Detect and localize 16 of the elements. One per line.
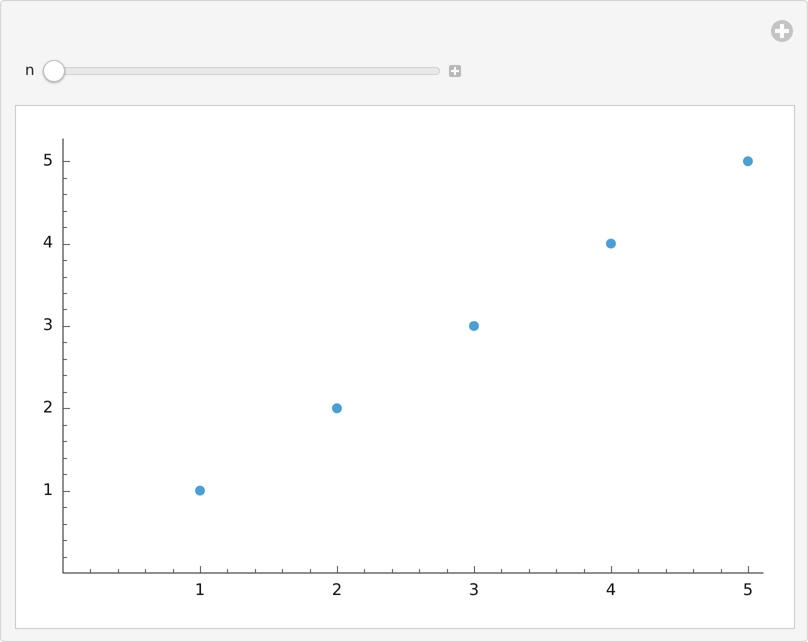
text: n [25,61,35,79]
y-tick-label: 1 [42,480,53,499]
x-tick-label: 3 [468,580,480,599]
point [742,156,753,166]
x-tick-label: 1 [194,580,206,599]
x-tick-label: 5 [742,580,754,599]
y-tick-label: 2 [42,397,53,416]
point [606,238,616,249]
x-tick-label: 2 [332,580,342,599]
point [332,403,342,414]
y-tick-label: 4 [42,232,53,252]
point [468,320,479,331]
point [194,486,205,496]
y-tick-label: 3 [42,315,53,334]
y-tick-label: 5 [42,150,53,170]
x-tick-label: 4 [606,580,616,599]
